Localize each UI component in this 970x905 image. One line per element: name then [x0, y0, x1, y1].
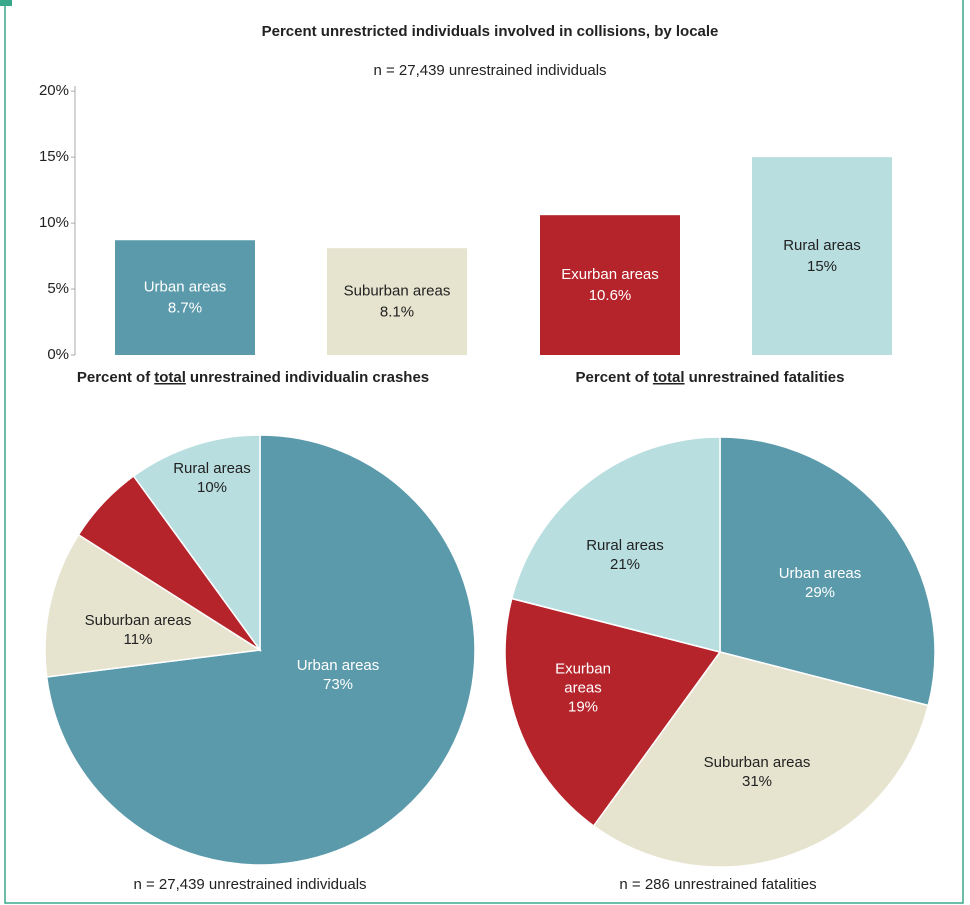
slice-category: Rural areas — [586, 537, 664, 554]
title-emphasis: total — [653, 369, 685, 386]
bar-category-label: Rural areas — [783, 237, 861, 254]
title-emphasis: total — [154, 369, 186, 386]
slice-value: 29% — [804, 584, 836, 601]
bar-value-label: 10.6% — [589, 287, 632, 304]
bar — [327, 248, 467, 355]
slice-label: Urban areas 73% — [278, 656, 398, 694]
bar-value-label: 8.1% — [380, 304, 414, 321]
slice-label: Urban areas 29% — [760, 564, 880, 602]
bar-category-label: Exurban areas — [561, 266, 659, 283]
slice-category: Rural areas — [173, 460, 251, 477]
chart-subtitle: n = 27,439 unrestrained individuals — [373, 62, 606, 79]
frame — [4, 0, 964, 904]
pie-slice — [504, 597, 722, 827]
slice-label: Rural areas 10% — [162, 459, 262, 497]
bar-category-label: Suburban areas — [344, 283, 451, 300]
bar — [115, 240, 255, 355]
y-tick-label: 0% — [47, 346, 69, 363]
slice-category: Suburban areas — [84, 612, 192, 629]
slice-value: 31% — [741, 773, 773, 790]
chart-title: Percent unrestricted individuals involve… — [262, 23, 719, 40]
title-part: Percent of — [576, 369, 650, 386]
slice-value: 10% — [196, 479, 228, 496]
title-part: Percent of — [77, 369, 151, 386]
bar — [752, 157, 892, 355]
title-part: unrestrained fatalities — [689, 369, 845, 386]
chart-title: Percent of total unrestrained fatalities — [576, 369, 845, 386]
footnote: n = 27,439 unrestrained individuals — [133, 876, 366, 893]
slice-label: Suburban areas 11% — [73, 611, 203, 649]
slice-category: Urban areas — [296, 657, 380, 674]
pie-slice — [719, 436, 936, 707]
slice-category: Exurban areas — [555, 660, 611, 697]
slice-category: Suburban areas — [703, 754, 811, 771]
y-tick-label: 15% — [39, 148, 69, 165]
pie-slice — [44, 533, 263, 678]
pie-slice — [510, 436, 721, 653]
slice-value: 21% — [609, 556, 641, 573]
slice-label: Exurban areas 19% — [548, 660, 618, 717]
slice-category: Exurban areas — [47, 460, 103, 497]
slice-label: Suburban areas 31% — [692, 753, 822, 791]
slice-label: Exurban areas 6% — [40, 460, 110, 517]
pie-slice — [592, 651, 930, 868]
bar-category-label: Urban areas — [144, 279, 227, 296]
corner-mark — [0, 0, 12, 6]
y-tick-label: 20% — [39, 82, 69, 99]
bar-value-label: 15% — [807, 258, 837, 275]
y-tick-label: 10% — [39, 214, 69, 231]
slice-category: Urban areas — [778, 565, 862, 582]
slice-value: 73% — [322, 676, 354, 693]
bar-value-label: 8.7% — [168, 300, 202, 317]
footnote: n = 286 unrestrained fatalities — [619, 876, 816, 893]
slice-value: 11% — [123, 631, 153, 648]
slice-label: Rural areas 21% — [575, 536, 675, 574]
chart-title: Percent of total unrestrained individualin… — [77, 369, 429, 386]
slice-value: 19% — [567, 698, 599, 716]
title-part: unrestrained individualin crashes — [190, 369, 429, 386]
slice-value: 6% — [64, 498, 86, 516]
pie-slice — [132, 434, 261, 653]
y-tick-label: 5% — [47, 280, 69, 297]
bar — [540, 215, 680, 355]
